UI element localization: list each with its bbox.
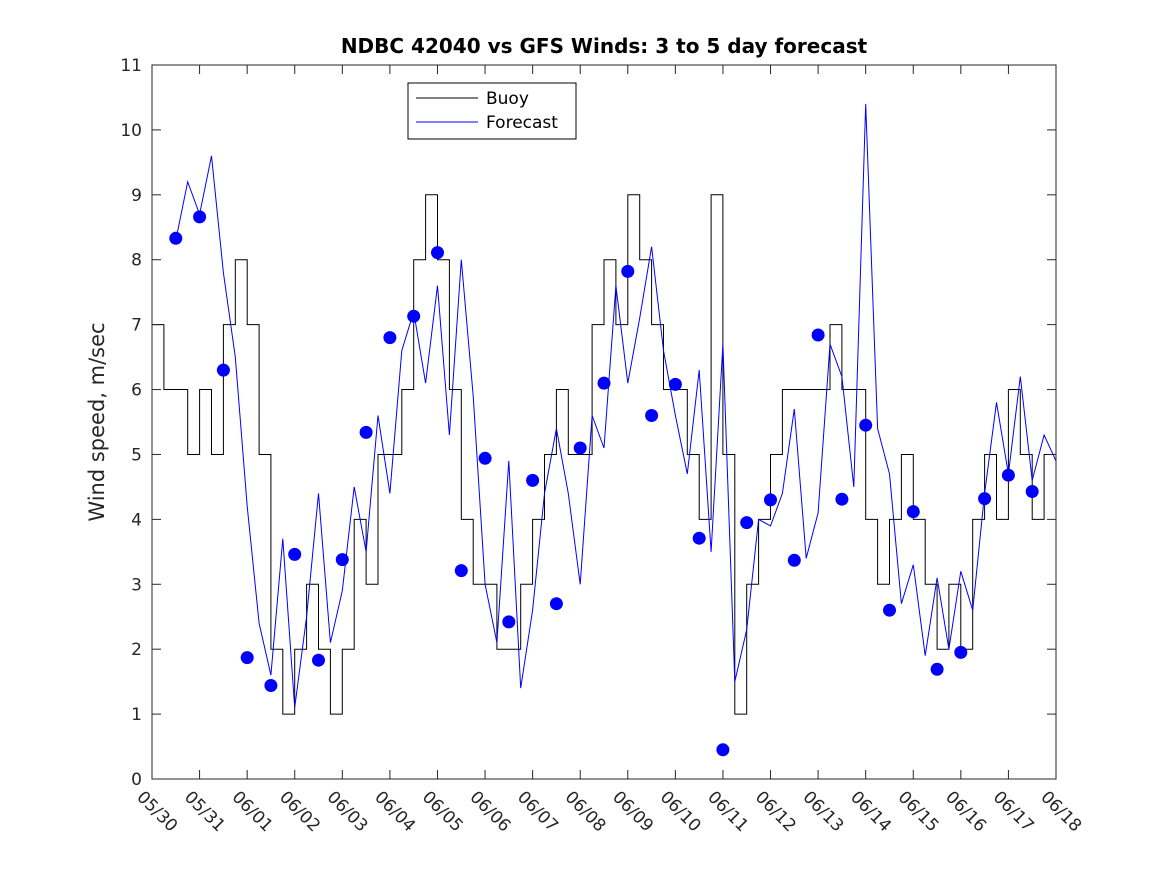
y-tick-label: 11 — [120, 56, 142, 76]
forecast-marker-point — [431, 246, 444, 260]
y-tick-label: 1 — [131, 705, 142, 725]
forecast-marker-point — [883, 603, 896, 617]
forecast-marker-point — [597, 376, 611, 390]
y-tick-label: 8 — [131, 251, 142, 271]
forecast-marker-point — [740, 516, 754, 530]
legend-box — [407, 82, 577, 140]
y-axis-label: Wind speed, m/sec — [85, 322, 109, 521]
forecast-marker-point — [312, 653, 325, 667]
forecast-marker-point — [193, 210, 207, 224]
axes-frame — [151, 64, 1057, 780]
forecast-marker-point — [1025, 485, 1039, 498]
forecast-marker-point — [359, 425, 373, 439]
y-tick-label: 2 — [131, 640, 142, 660]
forecast-marker-point — [621, 264, 635, 278]
forecast-marker-point — [716, 743, 730, 757]
forecast-marker-point — [859, 418, 873, 432]
forecast-marker-point — [240, 651, 254, 665]
forecast-marker-point — [383, 331, 397, 345]
y-tick-label: 5 — [131, 445, 142, 465]
forecast-marker-point — [930, 662, 944, 676]
forecast-marker-point — [978, 492, 992, 506]
y-tick-label: 6 — [131, 381, 142, 401]
forecast-marker-point — [1001, 468, 1015, 482]
buoy-series-line — [152, 194, 1056, 715]
y-tick-label: 4 — [131, 510, 142, 530]
legend-forecast-label: Forecast — [486, 113, 558, 133]
forecast-marker-point — [645, 409, 659, 422]
y-tick-label: 10 — [120, 121, 142, 141]
forecast-marker-point — [407, 309, 421, 323]
forecast-series-line — [175, 103, 1056, 708]
forecast-marker-point — [478, 451, 492, 465]
chart-title: NDBC 42040 vs GFS Winds: 3 to 5 day fore… — [341, 34, 868, 58]
forecast-marker-point — [811, 328, 825, 342]
forecast-marker-point — [502, 615, 516, 629]
forecast-marker-point — [692, 531, 706, 545]
forecast-marker-point — [573, 441, 587, 455]
forecast-marker-point — [169, 231, 183, 245]
y-tick-label: 7 — [131, 316, 142, 336]
forecast-marker-point — [288, 547, 302, 561]
forecast-marker-point — [264, 679, 278, 692]
plot-content — [152, 103, 1056, 757]
forecast-marker-point — [764, 493, 777, 507]
plot-area — [152, 65, 1056, 779]
y-tick-label: 9 — [131, 186, 142, 206]
forecast-marker-point — [549, 597, 563, 611]
forecast-marker-point — [335, 553, 349, 567]
forecast-marker-point — [835, 492, 849, 506]
forecast-marker-point — [954, 645, 968, 659]
forecast-marker-point — [216, 363, 230, 377]
legend-buoy-label: Buoy — [486, 89, 529, 109]
legend: Buoy Forecast — [407, 82, 577, 140]
forecast-marker-point — [668, 377, 682, 391]
y-tick-label: 3 — [131, 575, 142, 595]
forecast-marker-point — [526, 473, 540, 487]
forecast-marker-point — [454, 564, 468, 578]
y-tick-label: 0 — [131, 770, 142, 790]
forecast-marker-point — [906, 505, 920, 519]
forecast-marker-point — [787, 553, 801, 567]
